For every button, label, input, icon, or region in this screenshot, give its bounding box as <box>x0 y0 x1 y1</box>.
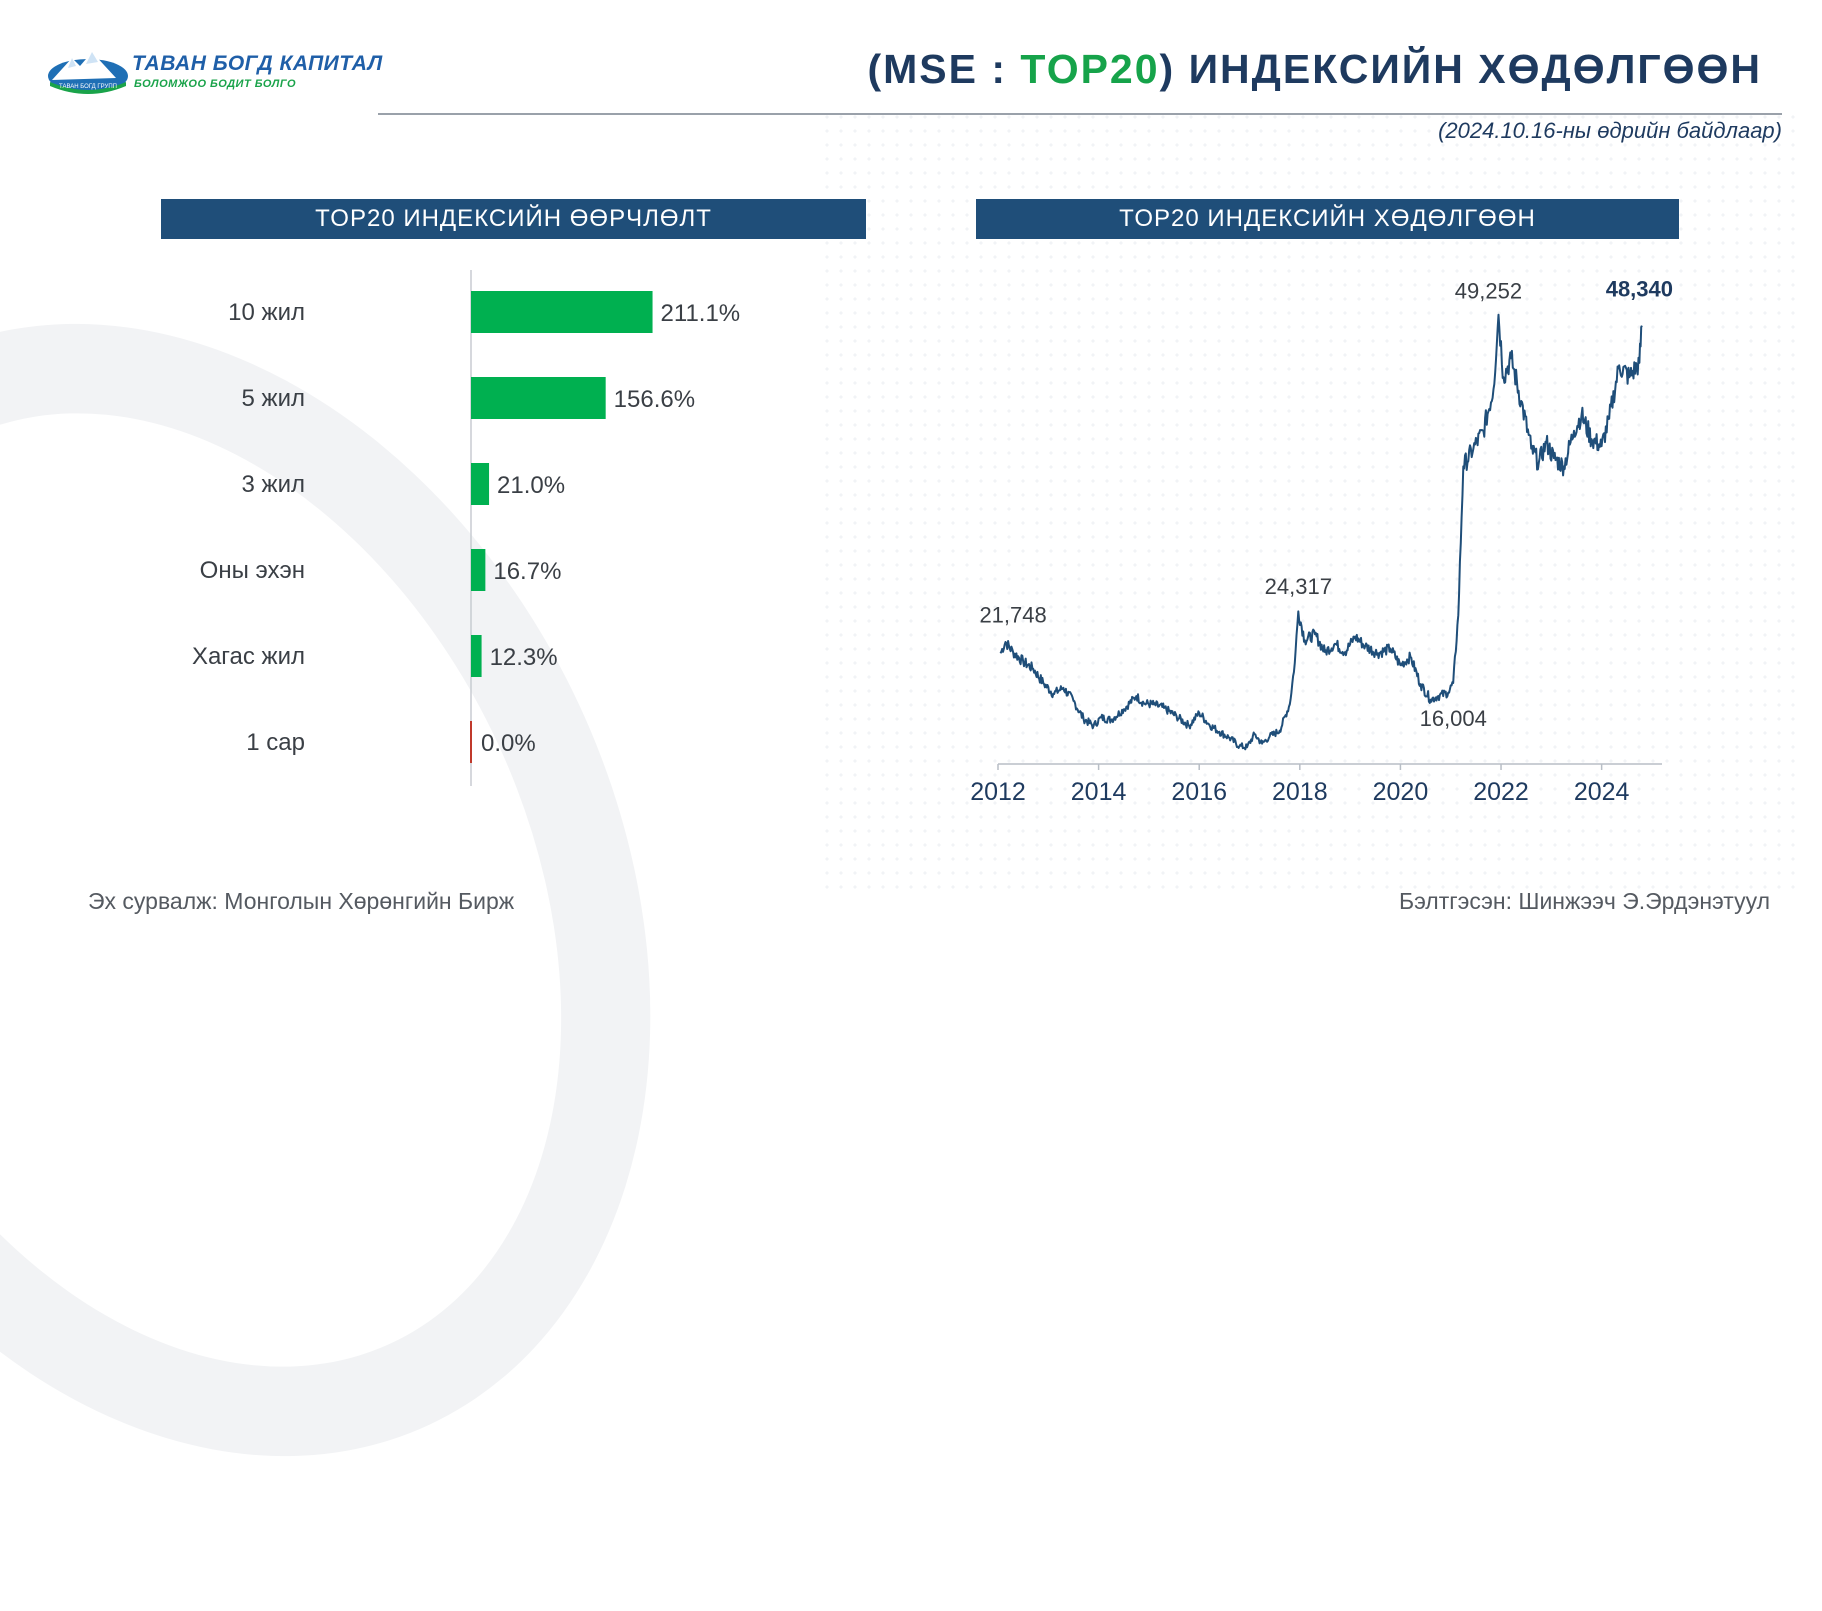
data-annotation-label: 16,004 <box>1420 706 1487 731</box>
x-tick-label: 2012 <box>970 778 1026 806</box>
title-divider <box>378 113 1782 115</box>
x-tick-label: 2018 <box>1272 778 1328 806</box>
index-line-chart: 2012 2014 2016 2018 2020 2022 2024 21,748 24,317… <box>970 276 1673 806</box>
bar-value-label: 12.3% <box>490 644 558 671</box>
logo-badge-text: ТАВАН БОГД ГРУПП <box>59 84 117 90</box>
x-tick-label: 2014 <box>1071 778 1127 806</box>
data-annotation-label: 21,748 <box>979 602 1046 627</box>
bar <box>471 463 490 505</box>
bar-value-label: 16.7% <box>493 558 561 585</box>
bar-value-label: 21.0% <box>497 472 565 499</box>
mountain-logo-icon: ТАВАН БОГД ГРУПП <box>48 52 128 94</box>
bar <box>471 635 482 677</box>
bar-category-label: 3 жил <box>242 471 305 498</box>
bar-value-label: 0.0% <box>481 730 536 757</box>
data-annotation-label: 49,252 <box>1455 279 1522 304</box>
x-tick-label: 2020 <box>1373 778 1429 806</box>
change-bar-chart: 10 жил 211.1% 5 жил 156.6% 3 жил 21.0% Оны эхэ… <box>192 270 741 786</box>
x-tick-label: 2016 <box>1171 778 1227 806</box>
source-note: Эх сурвалж: Монголын Хөрөнгийн Бирж <box>88 888 515 914</box>
date-note: (2024.10.16-ны өдрийн байдлаар) <box>1438 118 1782 143</box>
bar-value-label: 211.1% <box>661 300 741 327</box>
bar-category-label: Хагас жил <box>192 643 305 670</box>
x-tick-label: 2024 <box>1574 778 1630 806</box>
company-logo: ТАВАН БОГД ГРУПП ТАВАН БОГД КАПИТАЛ БОЛО… <box>46 46 382 98</box>
author-note: Бэлтгэсэн: Шинжээч Э.Эрдэнэтуул <box>1398 888 1770 914</box>
logo-company-name: ТАВАН БОГД КАПИТАЛ <box>132 52 383 75</box>
title-suffix: ) ИНДЕКСИЙН ХӨДӨЛГӨӨН <box>1159 46 1762 92</box>
bar <box>471 549 486 591</box>
data-annotation-label: 48,340 <box>1606 276 1673 301</box>
bar-category-label: 5 жил <box>242 385 305 412</box>
x-tick-label: 2022 <box>1473 778 1529 806</box>
bar-value-label: 156.6% <box>614 386 695 413</box>
world-map-dot-background <box>820 110 1800 890</box>
line-chart-header: TOP20 ИНДЕКСИЙН ХӨДӨЛГӨӨН <box>976 199 1679 239</box>
bar-chart-header: TOP20 ИНДЕКСИЙН ӨӨРЧЛӨЛТ <box>161 199 866 239</box>
bar <box>470 721 472 763</box>
bar-category-label: 10 жил <box>228 299 305 326</box>
title-highlight: TOP20 <box>1020 46 1160 92</box>
bar <box>471 377 606 419</box>
bar-category-label: Оны эхэн <box>200 557 305 584</box>
page-title: (MSE : TOP20) ИНДЕКСИЙН ХӨДӨЛГӨӨН <box>867 46 1762 93</box>
title-prefix: (MSE : <box>867 46 1021 92</box>
bar-category-label: 1 сар <box>246 729 305 756</box>
data-annotation-label: 24,317 <box>1265 574 1332 599</box>
series-line <box>999 313 1643 751</box>
bar <box>471 291 653 333</box>
logo-slogan: БОЛОМЖОО БОДИТ БОЛГО <box>134 78 297 90</box>
